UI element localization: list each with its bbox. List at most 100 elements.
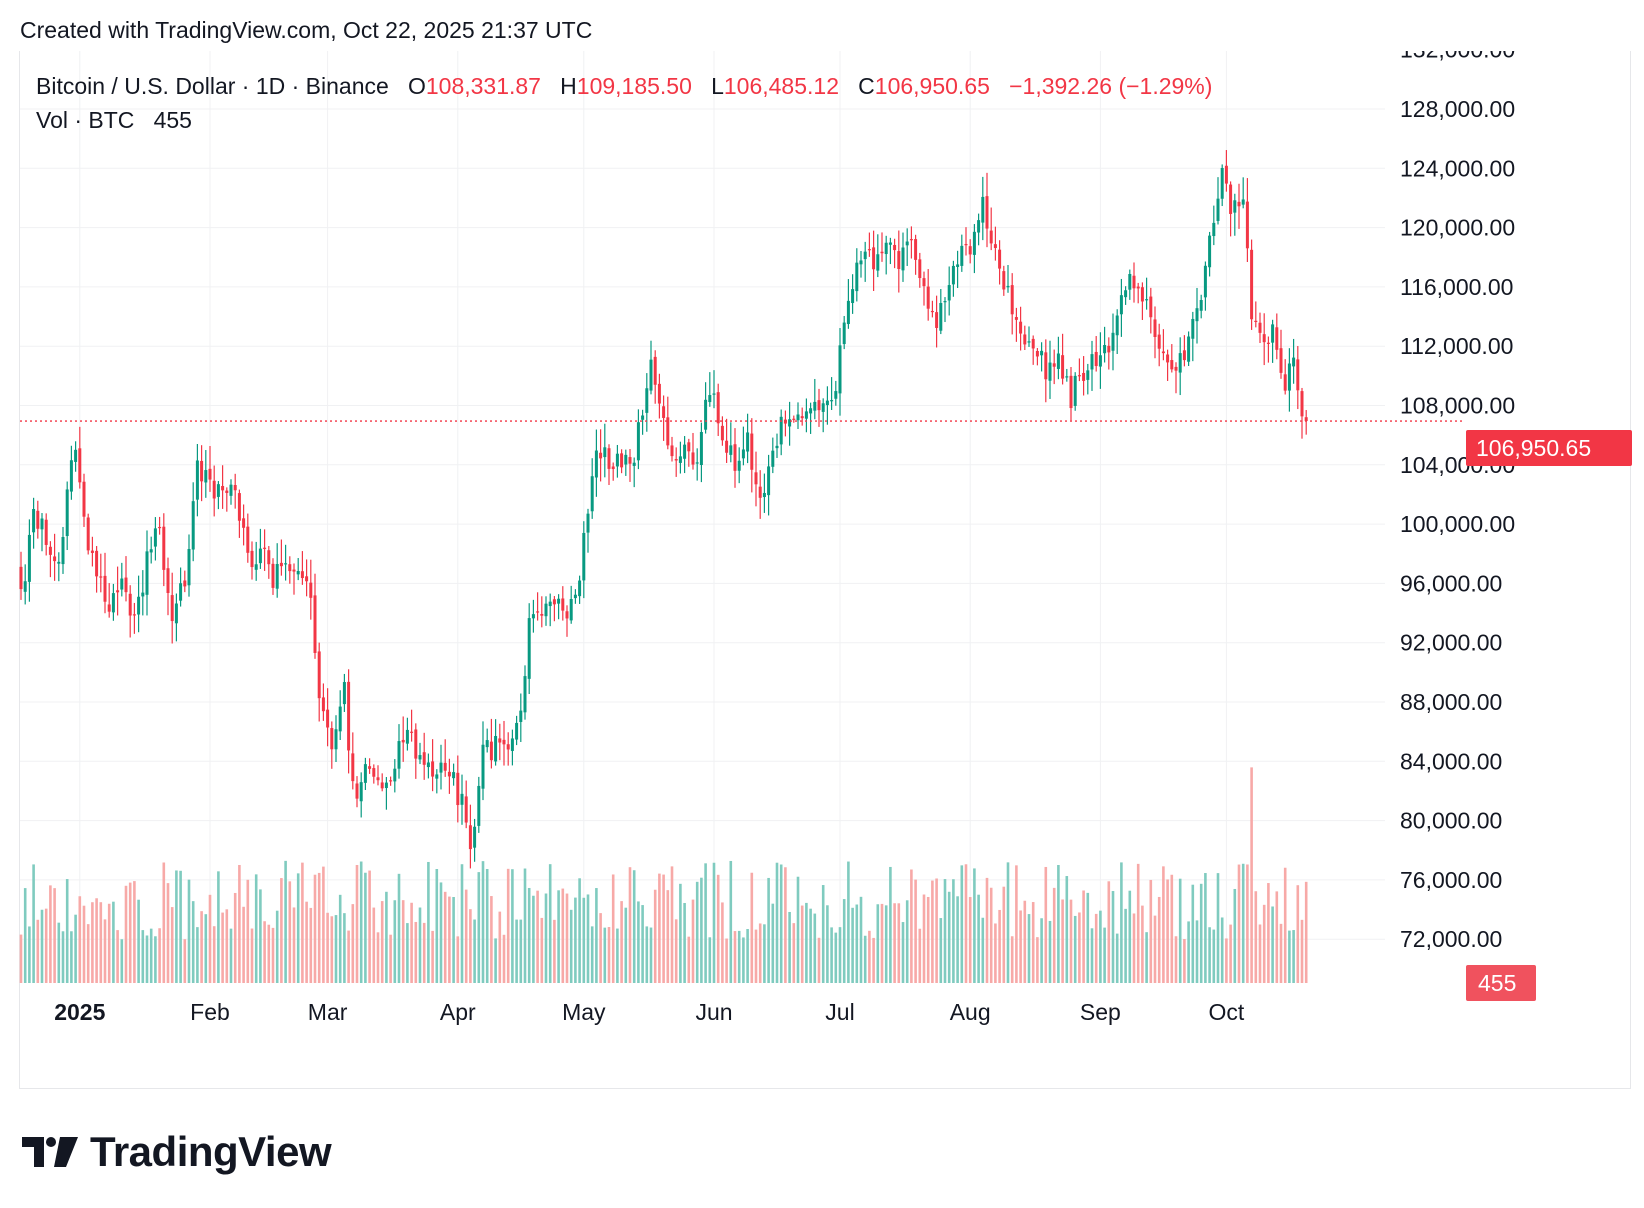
volume-bar <box>897 903 901 983</box>
volume-bar <box>221 912 224 983</box>
candle <box>376 765 380 786</box>
candle <box>796 402 800 430</box>
candle-body <box>527 618 531 679</box>
volume-bar <box>700 877 703 983</box>
candle-body <box>1111 332 1115 351</box>
candle <box>107 583 111 618</box>
volume-bar <box>935 878 938 983</box>
y-tick-label: 100,000.00 <box>1400 511 1515 537</box>
candle-body <box>153 528 157 547</box>
volume-bar <box>586 894 590 983</box>
volume-bar <box>225 909 229 983</box>
candle-body <box>305 576 309 582</box>
candle <box>275 543 279 598</box>
volume-bar <box>154 936 157 983</box>
volume-bar <box>32 864 35 983</box>
volume-value: 455 <box>153 107 192 133</box>
candle <box>1224 150 1228 192</box>
candle-body <box>300 571 304 579</box>
candle <box>1287 348 1291 412</box>
candle <box>981 176 985 241</box>
candle <box>943 297 947 323</box>
candle-body <box>914 239 918 260</box>
candle-body <box>380 782 384 789</box>
volume-bar <box>347 930 350 983</box>
candle-body <box>687 442 691 452</box>
candle <box>103 552 107 614</box>
volume-bar <box>414 921 418 983</box>
candle <box>116 566 120 616</box>
volume-bar <box>616 928 619 983</box>
candle-body <box>817 400 821 411</box>
volume-bar <box>49 885 52 983</box>
candle-body <box>225 490 229 493</box>
candle-body <box>1010 285 1014 315</box>
candle <box>288 556 292 584</box>
candle-body <box>1061 355 1065 379</box>
volume-bar <box>708 937 712 983</box>
candle-body <box>216 484 220 497</box>
volume-bar <box>1258 924 1262 983</box>
x-axis[interactable]: 2025 Feb Mar Apr May Jun Jul Aug Sep Oct <box>54 999 1245 1025</box>
candle <box>418 742 422 765</box>
candle-body <box>456 772 460 806</box>
candle-body <box>368 766 372 769</box>
volume-bar <box>851 907 854 983</box>
candle <box>263 529 267 571</box>
candle-body <box>1241 199 1245 205</box>
candle-body <box>540 613 544 616</box>
candle-body <box>393 768 397 782</box>
volume-bar <box>536 890 539 983</box>
volume-bar <box>590 926 594 983</box>
candle <box>1203 261 1207 311</box>
candle <box>1304 410 1308 435</box>
volume-bar <box>162 862 166 983</box>
candle <box>783 410 787 437</box>
y-axis[interactable]: 132,000.00128,000.00124,000.00120,000.00… <box>1400 37 1515 953</box>
tradingview-logo[interactable]: TradingView <box>22 1128 332 1176</box>
volume-bar <box>620 901 623 983</box>
volume-bar <box>649 927 653 983</box>
candle <box>842 315 846 350</box>
volume-bar <box>952 879 955 983</box>
volume-label[interactable]: Vol · BTC <box>36 107 135 133</box>
candle-body <box>888 242 892 245</box>
candle <box>296 558 300 581</box>
volume-bar <box>1195 920 1199 983</box>
candle <box>187 534 191 597</box>
candle <box>926 269 930 321</box>
volume-bar <box>296 873 300 983</box>
candle <box>158 516 162 535</box>
candle-body <box>502 739 506 745</box>
candle-body <box>922 278 926 287</box>
volume-bar <box>788 911 791 983</box>
volume-bar <box>1057 865 1060 983</box>
volume-bar <box>998 909 1001 983</box>
volume-bar <box>19 934 23 983</box>
x-tick-label: Jun <box>695 999 732 1025</box>
candle <box>1023 325 1027 351</box>
candle-body <box>977 220 981 233</box>
volume-bar <box>1178 878 1182 983</box>
candle-body <box>1035 350 1039 357</box>
candle-body <box>355 783 359 799</box>
candle <box>1056 336 1060 380</box>
volume-bar <box>1220 917 1224 983</box>
candle <box>271 558 275 595</box>
candle-body <box>439 762 443 773</box>
candle <box>813 378 817 420</box>
volume-bar <box>410 902 413 983</box>
candle <box>1187 331 1191 367</box>
volume-bar <box>855 904 859 983</box>
volume-bar <box>637 901 640 983</box>
candle <box>191 482 195 562</box>
volume-bar <box>1099 910 1102 983</box>
candle <box>431 739 435 792</box>
candle-body <box>590 476 594 512</box>
candle-body <box>582 532 586 581</box>
volume-bar <box>830 927 833 983</box>
candle-body <box>515 722 519 740</box>
symbol-label[interactable]: Bitcoin / U.S. Dollar · 1D · Binance <box>36 73 389 99</box>
volume-bar <box>910 869 913 983</box>
